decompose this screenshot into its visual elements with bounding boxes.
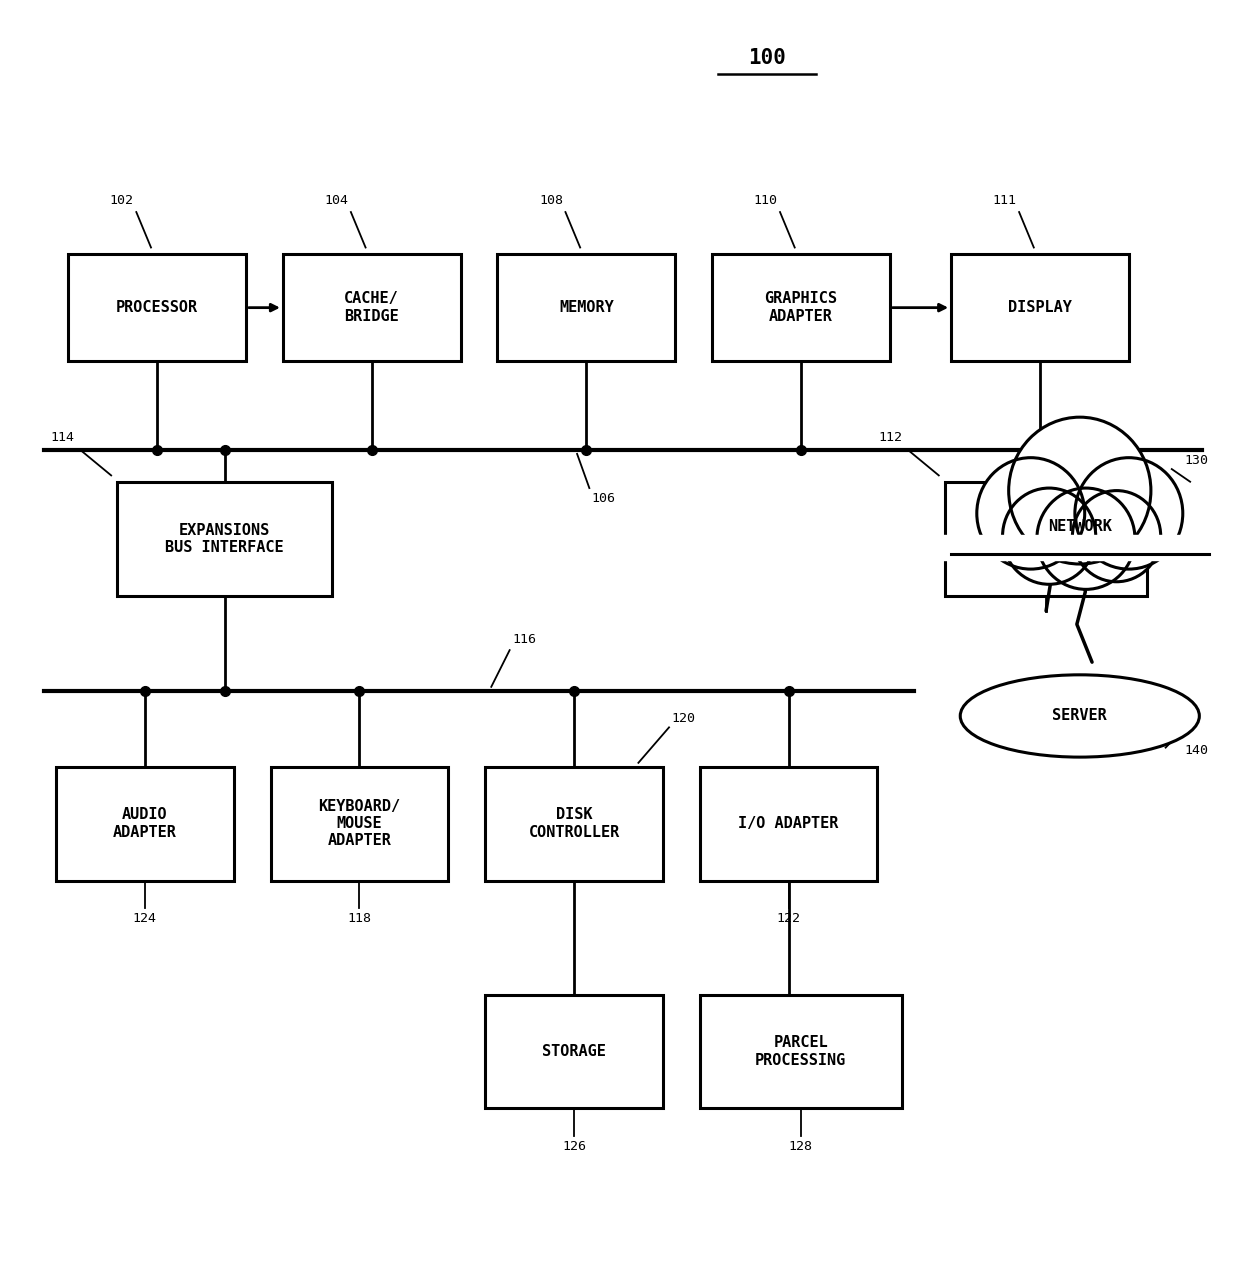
Text: 116: 116 xyxy=(512,634,536,646)
Text: 114: 114 xyxy=(51,431,74,444)
Text: 104: 104 xyxy=(325,195,348,207)
Circle shape xyxy=(1037,488,1135,589)
Text: DISPLAY: DISPLAY xyxy=(1008,300,1071,315)
Text: LAN/WAN/WiFi
ADAPTER: LAN/WAN/WiFi ADAPTER xyxy=(991,522,1101,556)
Circle shape xyxy=(1003,488,1096,584)
Text: 102: 102 xyxy=(110,195,134,207)
Text: AUDIO
ADAPTER: AUDIO ADAPTER xyxy=(113,808,177,840)
Text: PROCESSOR: PROCESSOR xyxy=(117,300,198,315)
Text: NETWORK: NETWORK xyxy=(1048,518,1112,534)
FancyBboxPatch shape xyxy=(712,253,890,361)
FancyBboxPatch shape xyxy=(945,481,1147,595)
Text: 120: 120 xyxy=(672,712,696,724)
FancyBboxPatch shape xyxy=(118,481,332,595)
FancyBboxPatch shape xyxy=(699,767,878,881)
Text: 111: 111 xyxy=(993,195,1017,207)
Text: 130: 130 xyxy=(1184,453,1208,466)
Text: SERVER: SERVER xyxy=(1053,708,1107,723)
Text: STORAGE: STORAGE xyxy=(542,1044,606,1059)
Circle shape xyxy=(1008,417,1151,564)
Circle shape xyxy=(1075,458,1183,570)
Text: DISK
CONTROLLER: DISK CONTROLLER xyxy=(528,808,620,840)
FancyBboxPatch shape xyxy=(951,253,1128,361)
Circle shape xyxy=(977,458,1085,570)
Text: 122: 122 xyxy=(776,913,801,925)
Text: 110: 110 xyxy=(754,195,777,207)
Bar xyxy=(932,535,1226,561)
Text: CACHE/
BRIDGE: CACHE/ BRIDGE xyxy=(345,292,399,324)
Text: 106: 106 xyxy=(591,492,616,504)
Circle shape xyxy=(1073,490,1161,581)
Text: MEMORY: MEMORY xyxy=(559,300,614,315)
Text: KEYBOARD/
MOUSE
ADAPTER: KEYBOARD/ MOUSE ADAPTER xyxy=(319,799,401,849)
Text: 140: 140 xyxy=(1184,744,1208,756)
Text: 124: 124 xyxy=(133,913,157,925)
Text: 118: 118 xyxy=(347,913,372,925)
Text: PARCEL
PROCESSING: PARCEL PROCESSING xyxy=(755,1036,847,1068)
FancyBboxPatch shape xyxy=(699,995,901,1108)
FancyBboxPatch shape xyxy=(68,253,246,361)
Text: 128: 128 xyxy=(789,1140,813,1153)
Text: GRAPHICS
ADAPTER: GRAPHICS ADAPTER xyxy=(764,292,837,324)
Ellipse shape xyxy=(960,675,1199,756)
FancyBboxPatch shape xyxy=(497,253,675,361)
FancyBboxPatch shape xyxy=(56,767,234,881)
Text: I/O ADAPTER: I/O ADAPTER xyxy=(738,817,838,831)
Text: EXPANSIONS
BUS INTERFACE: EXPANSIONS BUS INTERFACE xyxy=(165,522,284,556)
FancyBboxPatch shape xyxy=(270,767,449,881)
Text: 108: 108 xyxy=(539,195,563,207)
Text: 100: 100 xyxy=(748,47,786,68)
FancyBboxPatch shape xyxy=(485,995,663,1108)
FancyBboxPatch shape xyxy=(283,253,460,361)
Text: 126: 126 xyxy=(562,1140,587,1153)
Text: 112: 112 xyxy=(878,431,901,444)
FancyBboxPatch shape xyxy=(485,767,663,881)
